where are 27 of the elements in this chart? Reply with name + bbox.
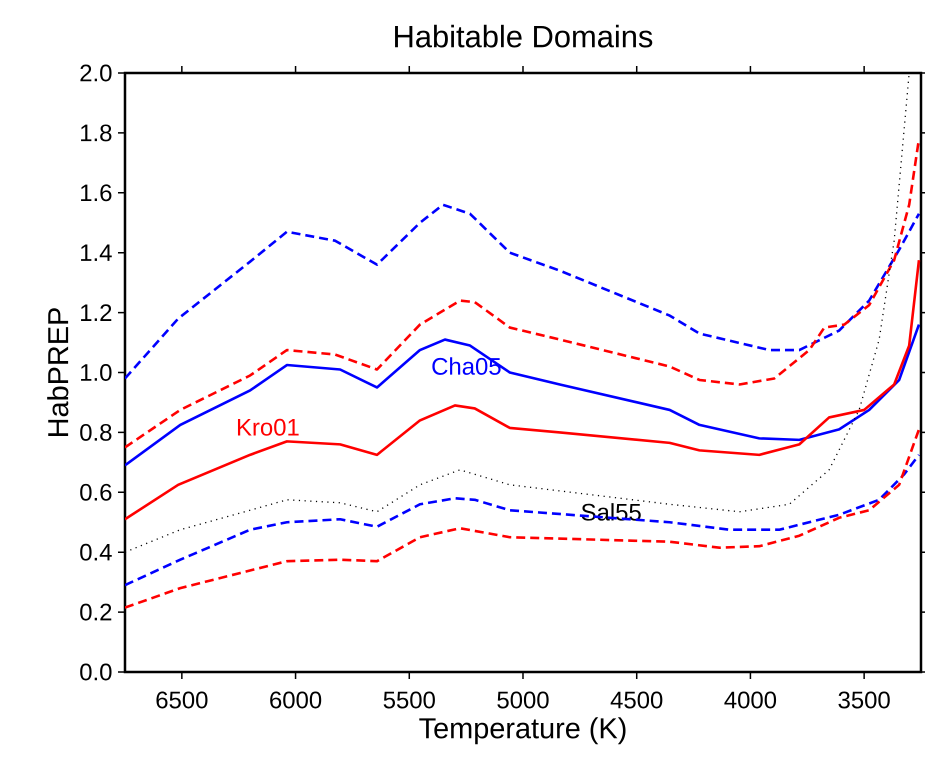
x-tick-label: 4000 [724, 692, 776, 708]
y-tick-label: 1.4 [81, 244, 112, 261]
y-tick-label: 1.6 [81, 184, 112, 202]
x-axis-title: Temperature (K) [419, 717, 626, 744]
x-tick-label: 5000 [497, 692, 549, 708]
line-series [124, 258, 920, 521]
series-label: Cha05 [432, 357, 501, 375]
y-tick-label: 0.6 [80, 484, 112, 501]
x-tick-label: 4500 [610, 692, 662, 708]
y-tick-label: 1.2 [81, 304, 112, 321]
x-tick-label: 6500 [156, 692, 208, 708]
line-series [124, 203, 920, 380]
x-tick-label: 6000 [270, 692, 322, 708]
y-tick-label: 1.0 [81, 364, 112, 381]
line-series [124, 323, 920, 467]
y-tick-label: 0.8 [80, 424, 112, 441]
chart-title: Habitable Domains [395, 24, 652, 48]
y-axis-title: HabPREP [47, 308, 68, 436]
y-tick-label: 2.0 [80, 64, 112, 82]
line-series [124, 454, 920, 586]
y-tick-label: 0.4 [80, 544, 112, 561]
y-tick-label: 1.8 [81, 124, 112, 142]
x-tick-label: 3500 [838, 692, 890, 708]
y-tick-label: 0.0 [80, 664, 112, 680]
series-label: Kro01 [238, 418, 299, 436]
x-tick-label: 5500 [384, 692, 435, 708]
y-tick-label: 0.2 [80, 604, 112, 621]
